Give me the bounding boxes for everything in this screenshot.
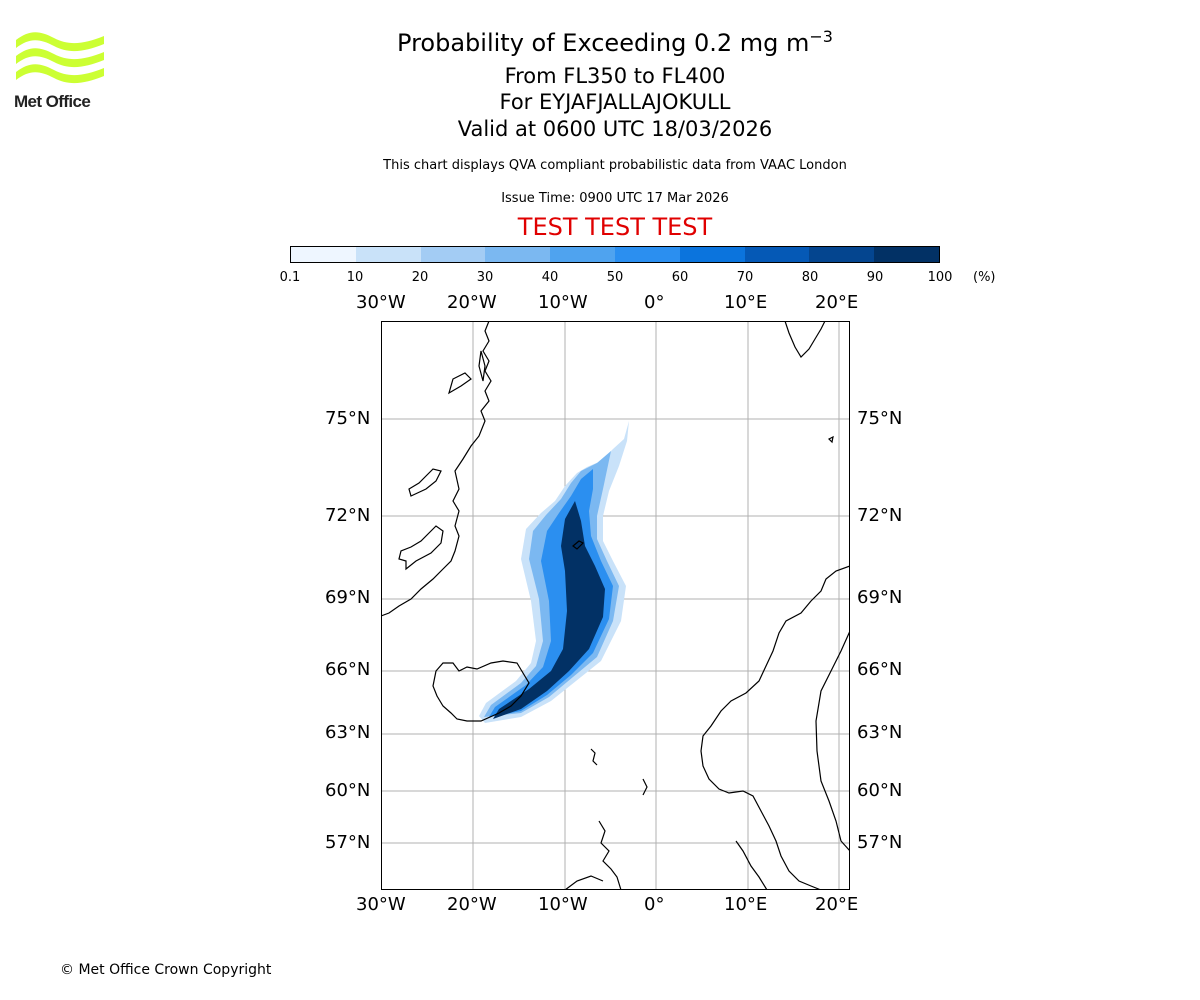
colorbar (290, 246, 940, 263)
lat-label-left: 57°N (325, 832, 371, 853)
chart-title: Probability of Exceeding 0.2 mg m−3 (397, 27, 833, 57)
lat-label-right: 69°N (857, 587, 903, 608)
colorbar-tick-label: 50 (606, 270, 624, 285)
colorbar-tick-label: 30 (476, 270, 494, 285)
logo-text: Met Office (14, 92, 91, 111)
lon-label-top: 20°E (815, 292, 859, 313)
title-superscript: −3 (809, 27, 833, 46)
issue-time: Issue Time: 0900 UTC 17 Mar 2026 (501, 191, 729, 206)
colorbar-tick-label: 100 (927, 270, 953, 285)
colorbar-tick-label: 90 (866, 270, 884, 285)
colorbar-segment (550, 247, 615, 262)
volcano-name: For EYJAFJALLAJOKULL (499, 90, 731, 114)
lat-label-right: 72°N (857, 505, 903, 526)
lon-label-bottom: 10°W (538, 894, 588, 915)
lat-label-left: 75°N (325, 408, 371, 429)
met-office-waves-icon (16, 32, 104, 84)
colorbar-segment (744, 247, 810, 262)
colorbar-tick-label: 70 (736, 270, 754, 285)
lon-label-bottom: 10°E (724, 894, 768, 915)
colorbar-tick-label: 60 (671, 270, 689, 285)
lon-label-top: 10°W (538, 292, 588, 313)
colorbar-tick-label: 20 (411, 270, 429, 285)
colorbar-segment (420, 247, 486, 262)
ash-probability-plume (479, 421, 629, 723)
lat-label-left: 60°N (325, 780, 371, 801)
colorbar-segment (485, 247, 551, 262)
coastlines (381, 321, 850, 890)
lat-label-left: 66°N (325, 659, 371, 680)
description: This chart displays QVA compliant probab… (383, 158, 847, 173)
colorbar-tick-label: 80 (801, 270, 819, 285)
lat-label-left: 69°N (325, 587, 371, 608)
lat-label-left: 63°N (325, 722, 371, 743)
colorbar-segment (355, 247, 421, 262)
colorbar-tick-label: 10 (346, 270, 364, 285)
test-banner: TEST TEST TEST (517, 213, 713, 241)
lon-label-bottom: 20°W (447, 894, 497, 915)
colorbar-unit: (%) (973, 270, 996, 285)
lon-label-top: 30°W (356, 292, 406, 313)
colorbar-segment (874, 247, 939, 262)
met-office-logo: Met Office (14, 30, 106, 112)
lon-label-top: 10°E (724, 292, 768, 313)
colorbar-tick-label: 0.1 (279, 270, 301, 285)
lon-label-top: 20°W (447, 292, 497, 313)
valid-time: Valid at 0600 UTC 18/03/2026 (457, 117, 773, 141)
lat-label-right: 57°N (857, 832, 903, 853)
colorbar-segment (809, 247, 875, 262)
lon-label-bottom: 30°W (356, 894, 406, 915)
lat-label-right: 63°N (857, 722, 903, 743)
lon-label-top: 0° (644, 292, 665, 313)
colorbar-tick-label: 40 (541, 270, 559, 285)
lat-label-right: 66°N (857, 659, 903, 680)
lat-label-right: 60°N (857, 780, 903, 801)
lat-label-left: 72°N (325, 505, 371, 526)
map (381, 321, 850, 890)
colorbar-segment (679, 247, 745, 262)
copyright: © Met Office Crown Copyright (60, 962, 272, 978)
colorbar-segment (291, 247, 356, 262)
lon-label-bottom: 0° (644, 894, 665, 915)
colorbar-segment (614, 247, 680, 262)
map-frame (381, 321, 850, 890)
flight-levels: From FL350 to FL400 (504, 64, 726, 88)
lon-label-bottom: 20°E (815, 894, 859, 915)
lat-label-right: 75°N (857, 408, 903, 429)
